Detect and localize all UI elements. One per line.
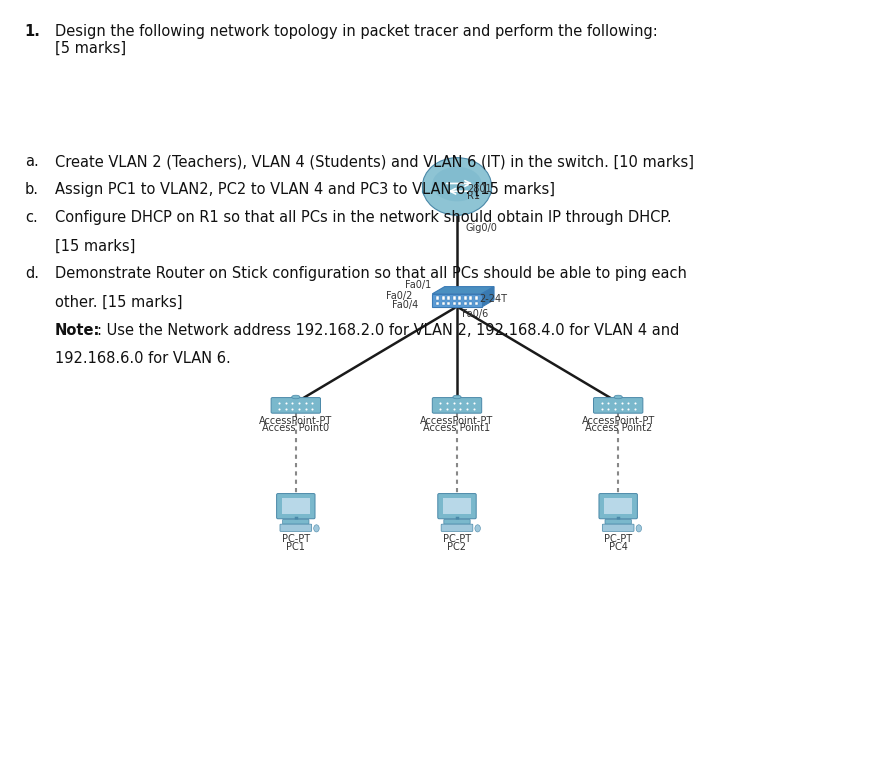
Text: Access Point2: Access Point2 xyxy=(585,424,651,433)
FancyBboxPatch shape xyxy=(453,296,456,300)
FancyBboxPatch shape xyxy=(475,296,478,300)
FancyBboxPatch shape xyxy=(599,494,637,519)
FancyBboxPatch shape xyxy=(441,524,473,531)
Text: Fa0/1: Fa0/1 xyxy=(404,280,431,291)
Text: AccessPoint-PT: AccessPoint-PT xyxy=(581,416,655,426)
Ellipse shape xyxy=(614,395,622,399)
Text: 2801: 2801 xyxy=(467,185,492,195)
Text: [15 marks]: [15 marks] xyxy=(55,238,135,253)
Text: PC-PT: PC-PT xyxy=(604,534,632,545)
Ellipse shape xyxy=(475,525,481,532)
Ellipse shape xyxy=(453,395,461,399)
Text: PC-PT: PC-PT xyxy=(442,534,471,545)
FancyBboxPatch shape xyxy=(443,520,470,524)
Text: 192.168.6.0 for VLAN 6.: 192.168.6.0 for VLAN 6. xyxy=(55,351,231,365)
FancyBboxPatch shape xyxy=(448,296,450,300)
Text: Configure DHCP on R1 so that all PCs in the network should obtain IP through DHC: Configure DHCP on R1 so that all PCs in … xyxy=(55,210,672,225)
FancyBboxPatch shape xyxy=(475,301,478,305)
FancyBboxPatch shape xyxy=(277,494,315,519)
Ellipse shape xyxy=(422,179,491,203)
Text: 1.: 1. xyxy=(25,24,41,39)
Ellipse shape xyxy=(636,525,642,532)
Text: Create VLAN 2 (Teachers), VLAN 4 (Students) and VLAN 6 (IT) in the switch. [10 m: Create VLAN 2 (Teachers), VLAN 4 (Studen… xyxy=(55,154,694,169)
FancyBboxPatch shape xyxy=(432,397,481,413)
Text: AccessPoint-PT: AccessPoint-PT xyxy=(420,416,494,426)
Polygon shape xyxy=(481,287,494,307)
FancyBboxPatch shape xyxy=(458,296,461,300)
FancyBboxPatch shape xyxy=(438,494,476,519)
FancyBboxPatch shape xyxy=(603,524,634,531)
FancyBboxPatch shape xyxy=(436,301,439,305)
Text: [5 marks]: [5 marks] xyxy=(55,41,126,56)
Text: AccessPoint-PT: AccessPoint-PT xyxy=(259,416,333,426)
Text: Fa0/2: Fa0/2 xyxy=(387,291,412,301)
FancyBboxPatch shape xyxy=(282,520,309,524)
Polygon shape xyxy=(432,287,494,294)
Text: other. [15 marks]: other. [15 marks] xyxy=(55,294,182,309)
FancyBboxPatch shape xyxy=(605,520,631,524)
Text: Access Point1: Access Point1 xyxy=(423,424,490,433)
FancyBboxPatch shape xyxy=(282,499,310,514)
Text: R1: R1 xyxy=(467,191,481,201)
Text: PC2: PC2 xyxy=(448,541,466,552)
Text: 2-24T: 2-24T xyxy=(480,294,508,305)
FancyBboxPatch shape xyxy=(271,397,320,413)
Text: Gig0/0: Gig0/0 xyxy=(466,224,497,234)
Ellipse shape xyxy=(313,525,319,532)
Ellipse shape xyxy=(292,395,300,399)
Text: Demonstrate Router on Stick configuration so that all PCs should be able to ping: Demonstrate Router on Stick configuratio… xyxy=(55,266,687,281)
FancyBboxPatch shape xyxy=(280,524,312,531)
Text: b.: b. xyxy=(25,182,39,197)
FancyBboxPatch shape xyxy=(604,499,632,514)
FancyBboxPatch shape xyxy=(594,397,643,413)
FancyBboxPatch shape xyxy=(458,301,461,305)
Text: Assign PC1 to VLAN2, PC2 to VLAN 4 and PC3 to VLAN 6. [15 marks]: Assign PC1 to VLAN2, PC2 to VLAN 4 and P… xyxy=(55,182,555,197)
Text: : Use the Network address 192.168.2.0 for VLAN 2, 192.168.4.0 for VLAN 4 and: : Use the Network address 192.168.2.0 fo… xyxy=(97,323,680,337)
FancyBboxPatch shape xyxy=(464,301,466,305)
Text: c.: c. xyxy=(25,210,37,225)
FancyBboxPatch shape xyxy=(464,296,466,300)
Ellipse shape xyxy=(432,167,481,201)
FancyBboxPatch shape xyxy=(469,296,472,300)
Text: Design the following network topology in packet tracer and perform the following: Design the following network topology in… xyxy=(55,24,658,39)
FancyBboxPatch shape xyxy=(442,296,444,300)
Text: PC1: PC1 xyxy=(287,541,305,552)
FancyBboxPatch shape xyxy=(436,296,439,300)
FancyBboxPatch shape xyxy=(448,301,450,305)
Text: PC4: PC4 xyxy=(609,541,627,552)
Ellipse shape xyxy=(422,157,491,215)
FancyBboxPatch shape xyxy=(432,294,481,307)
FancyBboxPatch shape xyxy=(442,301,444,305)
Text: Access Point0: Access Point0 xyxy=(262,424,329,433)
Text: Fa0/4: Fa0/4 xyxy=(392,300,418,309)
Text: a.: a. xyxy=(25,154,39,169)
Text: d.: d. xyxy=(25,266,39,281)
Text: PC-PT: PC-PT xyxy=(281,534,310,545)
Text: Note:: Note: xyxy=(55,323,100,337)
FancyBboxPatch shape xyxy=(469,301,472,305)
FancyBboxPatch shape xyxy=(453,301,456,305)
Text: Fa0/6: Fa0/6 xyxy=(463,308,489,319)
FancyBboxPatch shape xyxy=(443,499,471,514)
